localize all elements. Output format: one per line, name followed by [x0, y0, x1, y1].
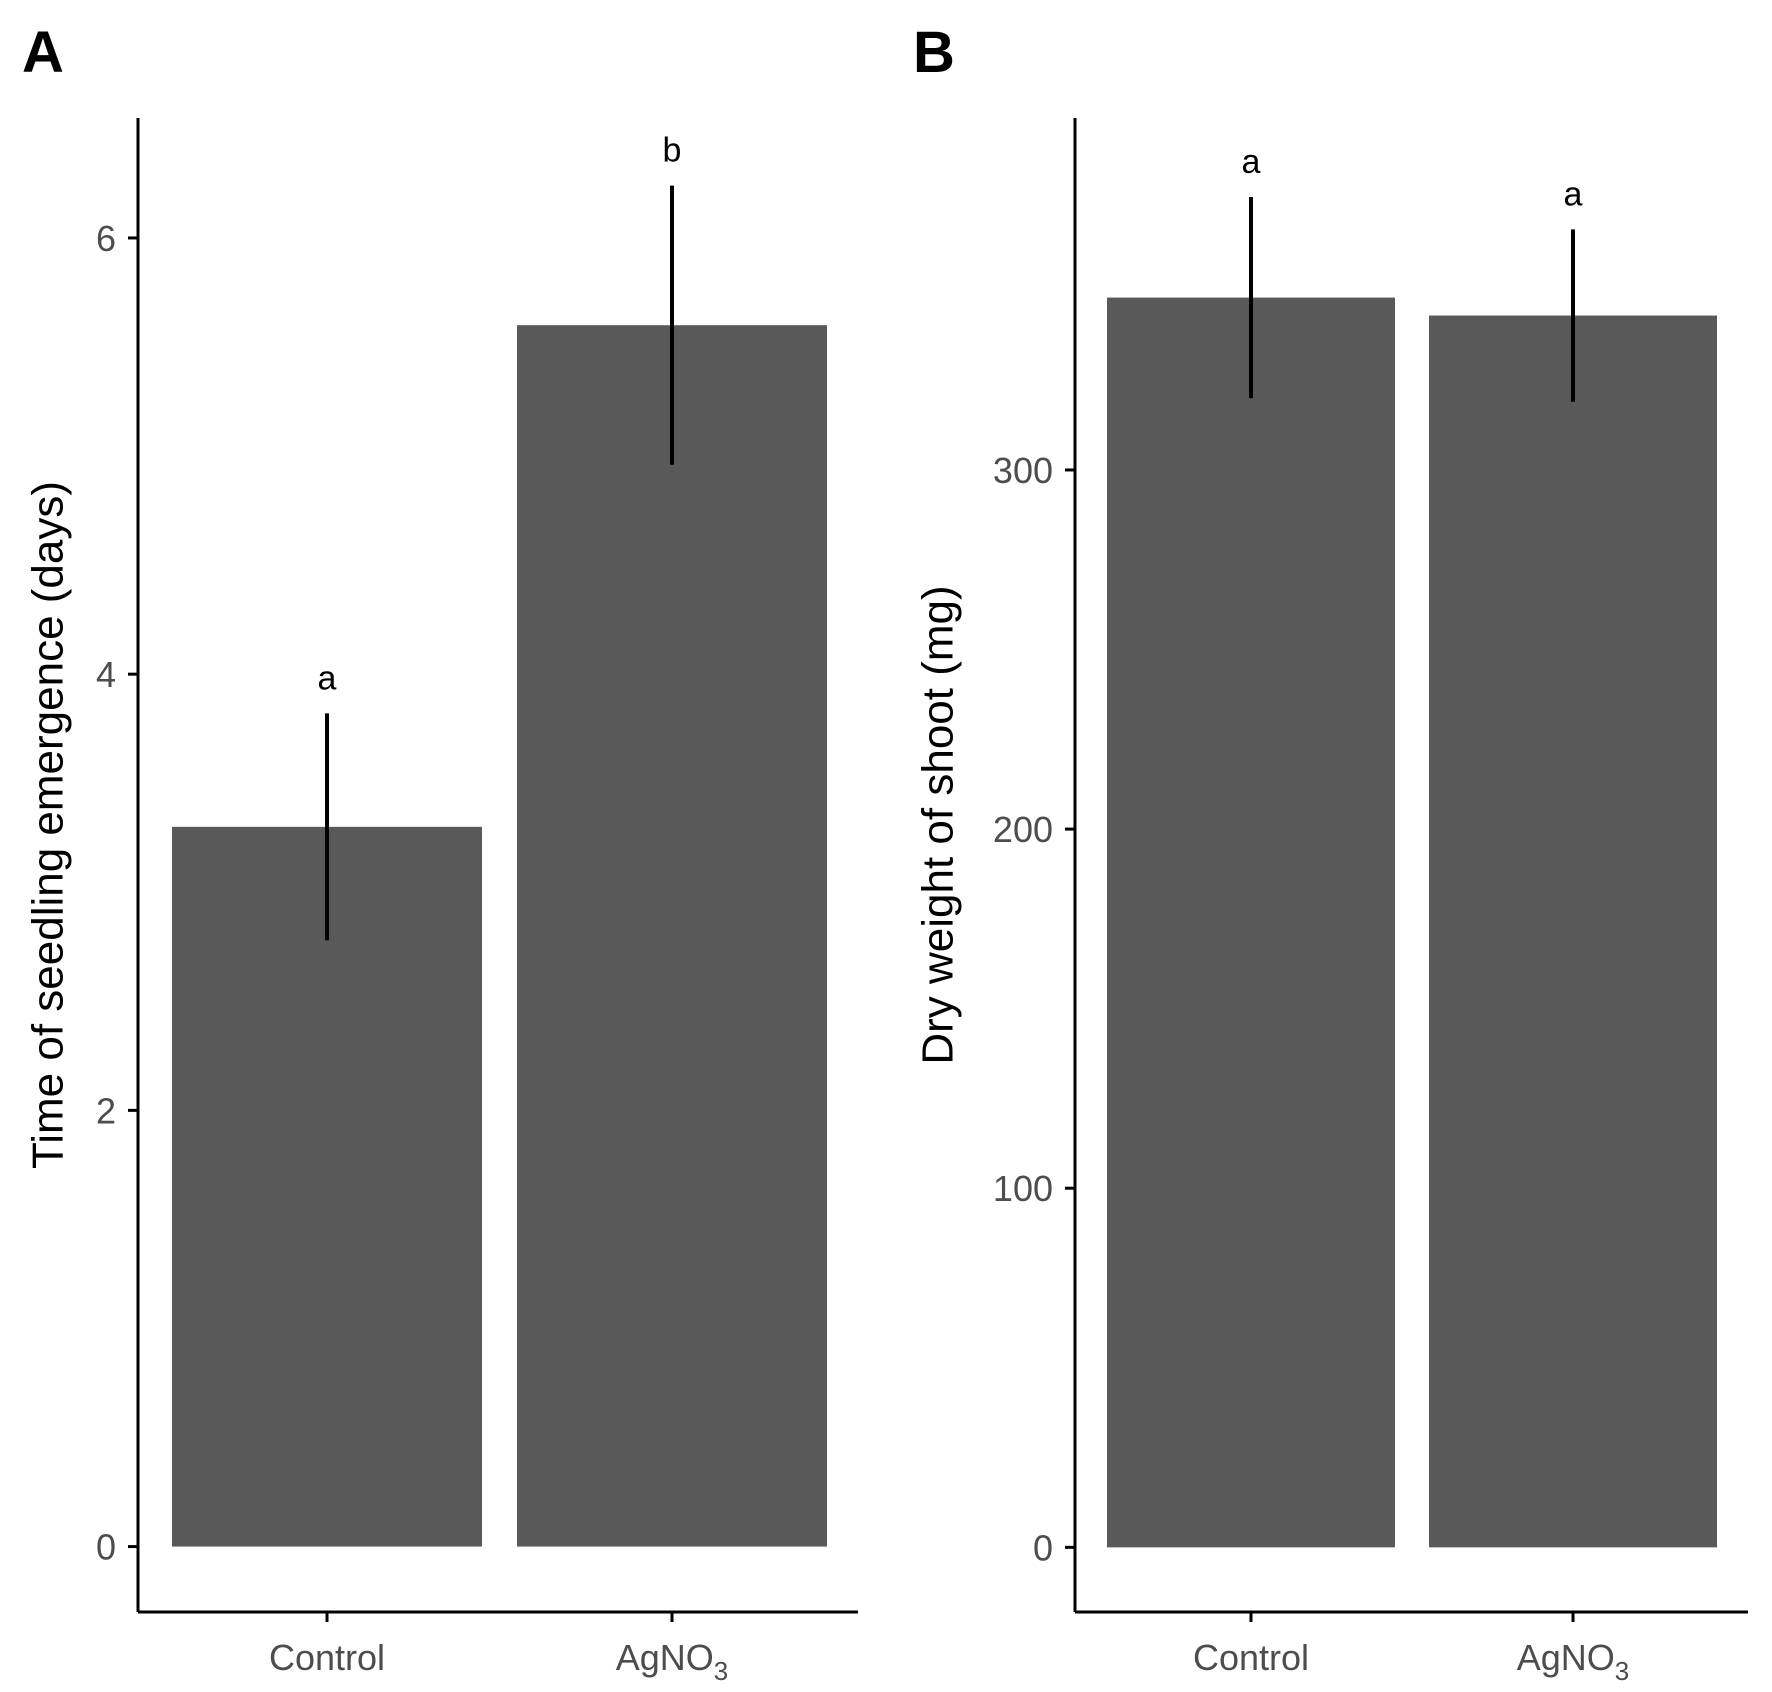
panel-a-y-tick-label: 2 [96, 1090, 116, 1131]
panel-a-bar-agno3 [517, 325, 827, 1547]
panel-b-bar-agno3 [1429, 315, 1717, 1548]
panel-b-letter: B [913, 20, 955, 85]
panel-b-y-tick-label: 300 [993, 450, 1053, 491]
panel-a-letter: A [22, 20, 64, 85]
panel-a-y-axis-title: Time of seedling emergence (days) [24, 481, 73, 1169]
panel-a-significance-agno3: b [663, 132, 682, 170]
panel-b-x-tick-label-control: Control [1193, 1637, 1309, 1678]
panel-b-y-tick-label: 100 [993, 1168, 1053, 1209]
panel-b-significance-agno3: a [1564, 175, 1583, 213]
panel-a-x-tick-label-agno3: AgNO3 [616, 1637, 729, 1686]
panel-a-y-tick-label: 4 [96, 654, 116, 695]
panel-b-y-tick-label: 0 [1033, 1527, 1053, 1568]
panel-b-y-axis-title: Dry weight of shoot (mg) [914, 585, 963, 1064]
panel-a-y-tick-label: 6 [96, 218, 116, 259]
panel-b-bar-control [1107, 297, 1395, 1548]
panel-b-significance-control: a [1242, 143, 1261, 181]
panel-a-y-tick-label: 0 [96, 1527, 116, 1568]
panel-a-bar-control [172, 826, 482, 1547]
panel-b-x-tick-label-agno3: AgNO3 [1517, 1637, 1630, 1686]
panel-a-significance-control: a [318, 659, 337, 697]
panel-a-x-tick-label-control: Control [269, 1637, 385, 1678]
panel-b-y-tick-label: 200 [993, 809, 1053, 850]
